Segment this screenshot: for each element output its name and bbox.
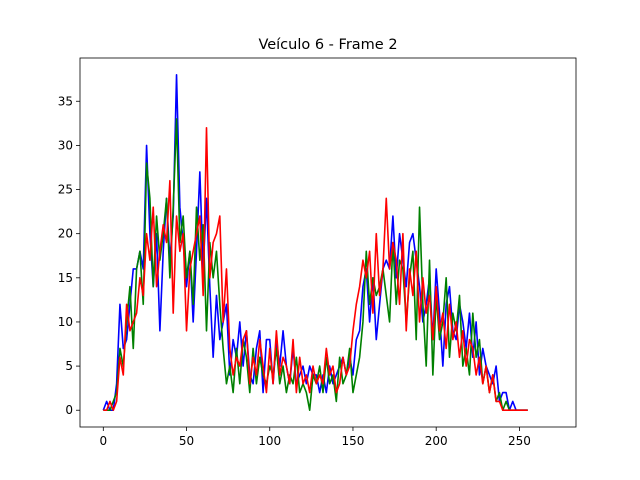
plot-frame [79,57,577,428]
y-tick-label: 15 [58,271,73,285]
series-line-2 [103,118,528,412]
y-tick-label: 25 [58,183,73,197]
axes-layer: 0 50 100 150 200 250 0 5 10 15 20 25 30 35 [58,57,577,448]
y-tick-label: 30 [58,138,73,152]
x-tick-label: 150 [342,434,365,448]
series-line-3 [103,126,528,412]
y-tick-label: 35 [58,94,73,108]
y-tick-label: 20 [58,227,73,241]
x-tick-label: 250 [508,434,531,448]
x-tick-label: 50 [179,434,194,448]
y-tick-label: 10 [58,315,73,329]
x-tick-label: 100 [258,434,281,448]
chart-title: Veículo 6 - Frame 2 [258,37,397,53]
x-tick-label: 0 [99,434,107,448]
y-tick-label: 5 [65,359,73,373]
series-layer [102,73,528,412]
y-tick-label: 0 [65,403,73,417]
x-tick-label: 200 [425,434,448,448]
